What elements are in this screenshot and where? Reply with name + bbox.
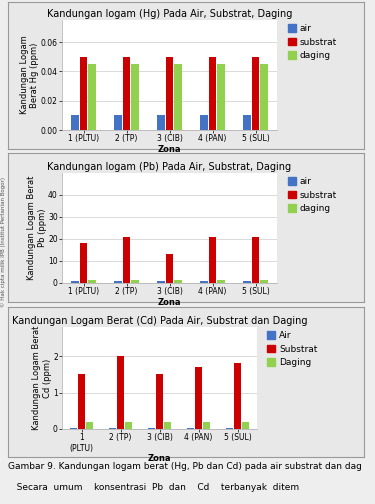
Bar (166, 255, 173, 283)
Bar (157, 115, 165, 130)
Bar (114, 281, 122, 283)
Bar (166, 56, 173, 130)
Bar (174, 64, 182, 130)
Bar (217, 280, 225, 283)
Bar (88, 280, 96, 283)
Bar (217, 64, 225, 130)
Bar (131, 64, 139, 130)
Bar (123, 237, 130, 283)
Bar (243, 281, 250, 283)
Bar (156, 374, 163, 429)
Bar (252, 56, 259, 130)
Bar (131, 280, 139, 283)
X-axis label: Zona: Zona (158, 145, 181, 154)
Bar (148, 427, 155, 429)
Bar (71, 115, 79, 130)
Bar (70, 427, 77, 429)
Text: Gambar 9. Kandungan logam berat (Hg, Pb dan Cd) pada air substrat dan dag: Gambar 9. Kandungan logam berat (Hg, Pb … (8, 462, 362, 471)
Legend: air, substrat, daging: air, substrat, daging (286, 22, 338, 62)
X-axis label: Zona: Zona (148, 454, 171, 463)
Bar (117, 356, 124, 429)
Text: © Hak cipta milik IPB (Institut Pertanian Bogor): © Hak cipta milik IPB (Institut Pertania… (0, 177, 6, 307)
Title: Kandungan logam (Hg) Pada Air, Substrat, Daging: Kandungan logam (Hg) Pada Air, Substrat,… (47, 9, 292, 19)
Bar (242, 422, 249, 429)
Bar (200, 115, 208, 130)
Bar (209, 56, 216, 130)
Bar (209, 237, 216, 283)
Bar (71, 281, 79, 283)
Bar (200, 281, 208, 283)
Bar (123, 56, 130, 130)
Bar (174, 280, 182, 283)
X-axis label: Zona: Zona (158, 297, 181, 306)
Bar (114, 115, 122, 130)
Bar (86, 422, 93, 429)
Y-axis label: Kandungan Logam
Berat Hg (ppm): Kandungan Logam Berat Hg (ppm) (20, 36, 39, 114)
Bar (226, 427, 233, 429)
Bar (234, 363, 241, 429)
Title: Kandungan logam (Pb) Pada Air, Substrat, Daging: Kandungan logam (Pb) Pada Air, Substrat,… (47, 162, 292, 172)
Bar (157, 281, 165, 283)
Bar (260, 280, 268, 283)
Bar (88, 64, 96, 130)
Legend: air, substrat, daging: air, substrat, daging (286, 175, 338, 215)
Bar (260, 64, 268, 130)
Bar (187, 427, 194, 429)
Bar (252, 237, 259, 283)
Bar (125, 422, 132, 429)
Bar (80, 243, 87, 283)
Text: Secara  umum    konsentrasi  Pb  dan    Cd    terbanyak  ditem: Secara umum konsentrasi Pb dan Cd terban… (8, 483, 298, 492)
Bar (109, 427, 116, 429)
Title: Kandungan Logam Berat (Cd) Pada Air, Substrat dan Daging: Kandungan Logam Berat (Cd) Pada Air, Sub… (12, 316, 307, 326)
Bar (195, 367, 202, 429)
Y-axis label: Kandungan Logam Berat
Pb (ppm): Kandungan Logam Berat Pb (ppm) (27, 176, 47, 280)
Bar (78, 374, 85, 429)
Bar (243, 115, 250, 130)
Bar (164, 422, 171, 429)
Y-axis label: Kandungan Logam Berat
Cd (ppm): Kandungan Logam Berat Cd (ppm) (32, 326, 52, 430)
Bar (80, 56, 87, 130)
Bar (203, 422, 210, 429)
Legend: Air, Substrat, Daging: Air, Substrat, Daging (266, 330, 319, 369)
